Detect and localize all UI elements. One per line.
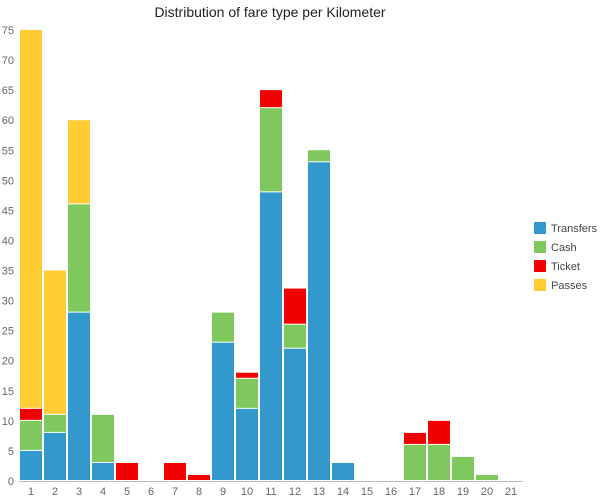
- bar-segment-transfers-2: [44, 432, 66, 480]
- legend-swatch: [534, 222, 546, 234]
- bar-segment-transfers-10: [236, 408, 258, 480]
- legend: Transfers Cash Ticket Passes: [534, 222, 598, 292]
- bar-segment-cash-17: [404, 444, 426, 480]
- y-tick-label: 45: [2, 205, 14, 217]
- bars: [20, 30, 498, 481]
- bar-segment-cash-9: [212, 312, 234, 342]
- x-tick-label: 6: [148, 486, 154, 498]
- x-tick-label: 17: [409, 486, 421, 498]
- x-tick-label: 21: [505, 486, 517, 498]
- x-tick-label: 7: [172, 486, 178, 498]
- y-tick-label: 20: [2, 356, 14, 368]
- y-tick-label: 5: [8, 446, 14, 458]
- y-tick-label: 10: [2, 416, 14, 428]
- bar-segment-transfers-14: [332, 462, 354, 480]
- x-tick-label: 16: [385, 486, 397, 498]
- bar-segment-transfers-9: [212, 342, 234, 480]
- y-tick-label: 60: [2, 115, 14, 127]
- x-tick-label: 1: [28, 486, 34, 498]
- y-tick-label: 40: [2, 235, 14, 247]
- bar-segment-cash-20: [476, 474, 498, 480]
- bar-segment-ticket-11: [260, 90, 282, 108]
- legend-item-cash: Cash: [534, 241, 577, 254]
- bar-segment-passes-1: [20, 30, 42, 408]
- y-tick-label: 30: [2, 296, 14, 308]
- bar-segment-cash-18: [428, 444, 450, 480]
- legend-swatch: [534, 260, 546, 272]
- x-tick-label: 4: [100, 486, 106, 498]
- x-tick-label: 18: [433, 486, 445, 498]
- bar-segment-transfers-13: [308, 162, 330, 480]
- y-tick-label: 15: [2, 386, 14, 398]
- x-tick-label: 12: [289, 486, 301, 498]
- chart-title: Distribution of fare type per Kilometer: [154, 4, 385, 20]
- bar-segment-cash-19: [452, 456, 474, 480]
- bar-segment-transfers-3: [68, 312, 90, 480]
- bar-segment-cash-10: [236, 378, 258, 408]
- x-tick-label: 14: [337, 486, 349, 498]
- x-tick-label: 9: [220, 486, 226, 498]
- legend-swatch: [534, 241, 546, 253]
- y-tick-label: 25: [2, 326, 14, 338]
- x-tick-label: 2: [52, 486, 58, 498]
- x-tick-label: 10: [241, 486, 253, 498]
- legend-label: Ticket: [551, 261, 580, 273]
- bar-segment-cash-11: [260, 108, 282, 192]
- x-tick-label: 15: [361, 486, 373, 498]
- x-tick-label: 5: [124, 486, 130, 498]
- bar-segment-cash-13: [308, 150, 330, 162]
- bar-segment-cash-4: [92, 414, 114, 462]
- bar-segment-transfers-11: [260, 192, 282, 481]
- bar-segment-cash-1: [20, 420, 42, 450]
- bar-segment-passes-3: [68, 120, 90, 204]
- bar-segment-transfers-4: [92, 462, 114, 480]
- legend-item-passes: Passes: [534, 279, 588, 292]
- legend-item-transfers: Transfers: [534, 222, 598, 235]
- legend-swatch: [534, 279, 546, 291]
- legend-label: Transfers: [551, 223, 598, 235]
- x-tick-label: 19: [457, 486, 469, 498]
- x-tick-label: 20: [481, 486, 493, 498]
- x-axis-ticks: 1 2 3 4 5 6 7 8 9 10 11 12 13 14 15 16 17 18 19 20 21: [28, 486, 517, 498]
- x-tick-label: 3: [76, 486, 82, 498]
- x-tick-label: 8: [196, 486, 202, 498]
- y-tick-label: 65: [2, 85, 14, 97]
- bar-segment-ticket-5: [116, 462, 138, 480]
- bar-segment-cash-3: [68, 204, 90, 312]
- bar-segment-ticket-7: [164, 462, 186, 480]
- bar-segment-ticket-8: [188, 474, 210, 480]
- y-tick-label: 75: [2, 25, 14, 37]
- legend-label: Cash: [551, 242, 577, 254]
- x-tick-label: 13: [313, 486, 325, 498]
- legend-item-ticket: Ticket: [534, 260, 580, 273]
- bar-segment-ticket-12: [284, 288, 306, 324]
- y-axis-ticks: 0 5 10 15 20 25 30 35 40 45 50 55 60 65 70 75: [2, 25, 14, 488]
- bar-segment-transfers-12: [284, 348, 306, 480]
- y-tick-label: 70: [2, 55, 14, 67]
- bar-segment-ticket-17: [404, 432, 426, 444]
- y-tick-label: 0: [8, 476, 14, 488]
- bar-segment-cash-2: [44, 414, 66, 432]
- bar-segment-cash-12: [284, 324, 306, 348]
- bar-segment-ticket-18: [428, 420, 450, 444]
- y-tick-label: 35: [2, 266, 14, 278]
- y-tick-label: 50: [2, 175, 14, 187]
- bar-segment-ticket-1: [20, 408, 42, 420]
- y-tick-label: 55: [2, 145, 14, 157]
- bar-segment-ticket-10: [236, 372, 258, 378]
- legend-label: Passes: [551, 280, 588, 292]
- bar-segment-transfers-1: [20, 450, 42, 480]
- bar-segment-passes-2: [44, 270, 66, 414]
- x-tick-label: 11: [265, 486, 276, 498]
